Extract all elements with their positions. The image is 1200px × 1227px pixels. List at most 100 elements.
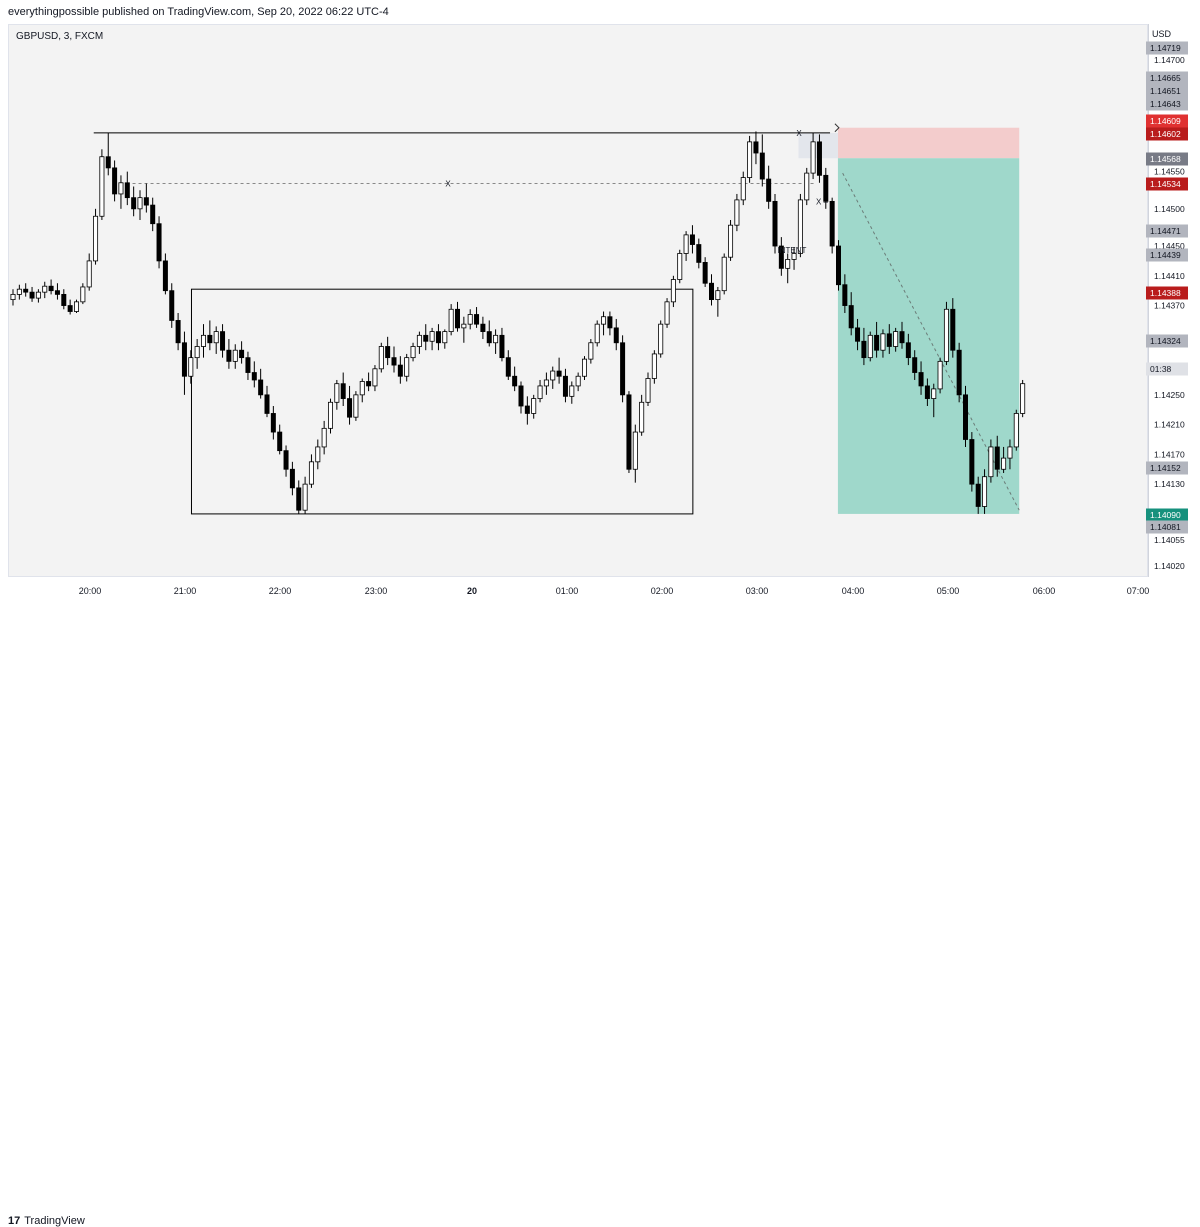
candle-up [810, 141, 816, 174]
candles [10, 131, 1026, 514]
symbol-legend[interactable]: GBPUSD, 3, FXCM [16, 31, 104, 42]
candle-down [924, 385, 930, 399]
candle-down [816, 141, 822, 176]
candle-down [226, 349, 232, 362]
candle-down [48, 285, 54, 292]
candle-up [461, 323, 467, 329]
candle-up [588, 342, 594, 360]
candle-up [353, 394, 359, 418]
candle-up [797, 199, 803, 254]
price-label-bg [1146, 334, 1188, 348]
candle-up [416, 334, 422, 347]
candle-up [194, 346, 200, 359]
candle-down [556, 370, 562, 377]
candle-up [378, 346, 384, 370]
y-tick-label: 1.14210 [1154, 420, 1185, 430]
candle-up [315, 446, 321, 463]
candle-up [639, 401, 645, 433]
candle-down [969, 439, 975, 485]
candle-up [543, 379, 549, 387]
candle-down [385, 346, 391, 359]
price-label-bg [1146, 71, 1188, 85]
candle-down [105, 156, 111, 169]
price-label: 1.14471 [1150, 226, 1181, 236]
candle-down [480, 323, 486, 333]
candle-up [537, 385, 543, 399]
candle-up [645, 378, 651, 403]
candle-down [778, 245, 784, 269]
x-tick-label: 06:00 [1033, 586, 1056, 596]
candle-up [943, 308, 949, 362]
candle-up [327, 401, 333, 429]
candle-up [429, 331, 435, 342]
x-tick-label: 21:00 [174, 586, 197, 596]
price-label: 1.14602 [1150, 129, 1181, 139]
price-label-bg [1146, 508, 1188, 522]
candle-down [29, 291, 35, 299]
candle-up [1013, 413, 1019, 448]
candle-up [893, 331, 899, 347]
candle-down [823, 174, 829, 202]
candle-up [442, 331, 448, 344]
candle-down [759, 152, 765, 180]
candle-down [842, 284, 848, 306]
annotation-range-mid: X [445, 180, 451, 189]
candle-down [283, 450, 289, 470]
price-label: 1.14651 [1150, 86, 1181, 96]
price-label: 1.14534 [1150, 179, 1181, 189]
price-label: 1.14568 [1150, 154, 1181, 164]
candle-down [689, 234, 695, 245]
candle-up [334, 383, 340, 403]
candle-down [524, 405, 530, 414]
price-label-bg [1146, 461, 1188, 475]
candle-up [302, 483, 308, 511]
time-scale[interactable] [8, 577, 1148, 603]
candle-up [677, 253, 683, 280]
candle-down [162, 260, 168, 292]
chevron-right-icon [834, 123, 840, 133]
y-tick-label: 1.14450 [1154, 241, 1185, 251]
candle-up [594, 323, 600, 344]
price-label-bg [1146, 520, 1188, 534]
candle-down [963, 394, 969, 440]
candlestick-chart[interactable]: X X X – INTENT 1.14700 1.14550 1.14500 1.14450… [0, 0, 1200, 631]
candle-down [156, 223, 162, 262]
price-label-bg [1146, 152, 1188, 166]
price-label-bg [1146, 224, 1188, 238]
candle-up [93, 215, 99, 262]
candle-up [308, 461, 314, 485]
candle-down [766, 178, 772, 202]
price-label: 1.14090 [1150, 510, 1181, 520]
price-label: 1.14643 [1150, 99, 1181, 109]
candle-down [975, 483, 981, 507]
y-tick-label: 1.14410 [1154, 271, 1185, 281]
candle-down [220, 331, 226, 351]
annotation-level-mark: X – [816, 197, 829, 206]
stop-loss-zone [837, 127, 1020, 159]
candle-up [937, 360, 943, 390]
price-label: 1.14081 [1150, 522, 1181, 532]
candle-down [239, 349, 245, 359]
candle-down [258, 379, 264, 396]
candle-up [448, 308, 454, 333]
candle-up [658, 323, 664, 355]
y-tick-label: 1.14370 [1154, 301, 1185, 311]
candle-down [836, 245, 842, 286]
candle-down [207, 334, 213, 344]
y-tick-label: 1.14500 [1154, 204, 1185, 214]
price-label: 1.14152 [1150, 463, 1181, 473]
candle-down [886, 333, 892, 347]
candle-down [702, 261, 708, 284]
candle-down [423, 334, 429, 342]
candle-down [613, 327, 619, 344]
price-label-bg [1146, 97, 1188, 111]
price-label-bg [1146, 286, 1188, 300]
tradingview-logo[interactable]: 17 TradingView [8, 1215, 85, 1227]
x-tick-label: 23:00 [365, 586, 388, 596]
candle-up [404, 357, 410, 377]
candle-up [747, 141, 753, 178]
candle-up [410, 346, 416, 359]
candle-down [264, 394, 270, 414]
candle-up [982, 476, 988, 507]
candle-up [601, 316, 607, 325]
